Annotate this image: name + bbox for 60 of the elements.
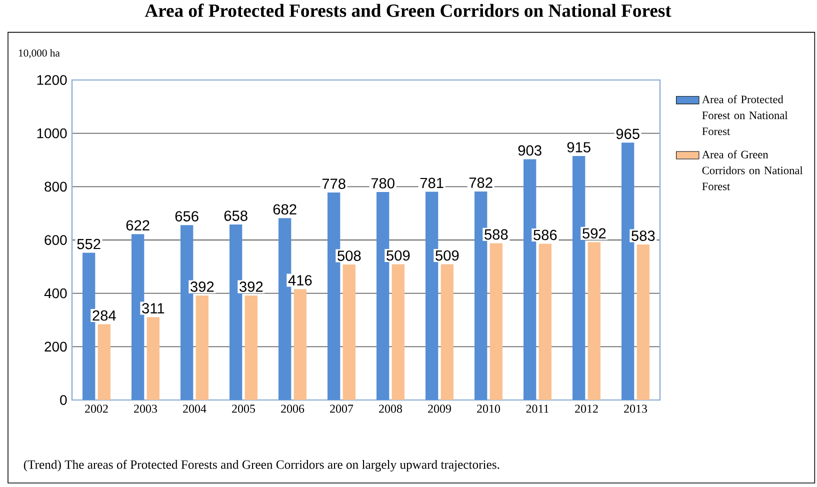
data-label: 778 xyxy=(322,178,346,189)
data-label: 284 xyxy=(92,310,116,321)
data-label: 588 xyxy=(484,229,508,240)
x-tick-label: 2009 xyxy=(428,404,451,413)
x-tick-label: 2005 xyxy=(232,404,255,413)
y-tick-label: 600 xyxy=(44,235,67,245)
data-label: 658 xyxy=(224,210,248,221)
x-tick-label: 2010 xyxy=(477,404,500,413)
x-tick-label: 2012 xyxy=(575,404,598,413)
data-label: 915 xyxy=(567,142,590,152)
bar xyxy=(490,243,503,400)
data-label: 509 xyxy=(436,250,459,261)
y-tick-label: 400 xyxy=(44,288,67,298)
data-label: 656 xyxy=(175,211,198,222)
data-label: 583 xyxy=(632,230,655,241)
data-label: 416 xyxy=(288,275,312,286)
x-tick-label: 2007 xyxy=(330,404,354,413)
bar xyxy=(196,295,208,400)
y-tick-label: 200 xyxy=(44,342,67,352)
x-tick-label: 2004 xyxy=(183,404,206,413)
data-label: 682 xyxy=(273,204,296,215)
data-label: 965 xyxy=(616,128,640,140)
bar xyxy=(146,317,160,400)
y-axis-title: 10,000 ha xyxy=(18,49,60,58)
text: (Trend) The areas of Protected Forests and Green Corridors are on largely upward trajectories. xyxy=(24,460,500,472)
bar xyxy=(342,264,356,400)
y-tick-label: 800 xyxy=(44,182,67,192)
x-tick-label: 2011 xyxy=(526,404,549,413)
x-tick-label: 2008 xyxy=(379,404,402,413)
bar xyxy=(392,264,405,400)
data-label: 508 xyxy=(338,250,361,261)
data-label: 903 xyxy=(518,145,542,156)
data-label: 392 xyxy=(190,282,214,292)
bar xyxy=(636,244,650,400)
data-label: 780 xyxy=(371,178,394,188)
y-tick-label: 0 xyxy=(60,395,67,405)
x-tick-label: 2013 xyxy=(624,404,648,413)
bar xyxy=(98,324,110,400)
chart-title: Area of Protected Forests and Green Corridors on National Forest xyxy=(144,4,672,17)
x-tick-label: 2006 xyxy=(281,404,304,413)
data-label: 311 xyxy=(142,303,164,314)
bar xyxy=(538,244,552,400)
data-label: 781 xyxy=(420,178,444,188)
data-label: 552 xyxy=(77,238,100,250)
x-tick-label: 2003 xyxy=(134,404,157,413)
data-label: 622 xyxy=(126,220,150,231)
data-label: 392 xyxy=(240,282,263,292)
data-label: 509 xyxy=(386,250,410,261)
bar xyxy=(588,242,601,400)
data-label: 592 xyxy=(582,228,606,239)
bar xyxy=(244,295,258,400)
x-tick-label: 2002 xyxy=(85,404,108,413)
legend-label: Area of Protected Forest on National Forest xyxy=(702,95,788,136)
y-tick-label: 1200 xyxy=(37,75,67,85)
legend-label: Area of Green Corridors on National Forest xyxy=(702,150,803,190)
bar xyxy=(440,264,454,400)
data-label: 586 xyxy=(534,230,557,240)
bar xyxy=(294,289,307,400)
data-label: 782 xyxy=(469,178,492,188)
y-tick-label: 1000 xyxy=(37,128,67,138)
